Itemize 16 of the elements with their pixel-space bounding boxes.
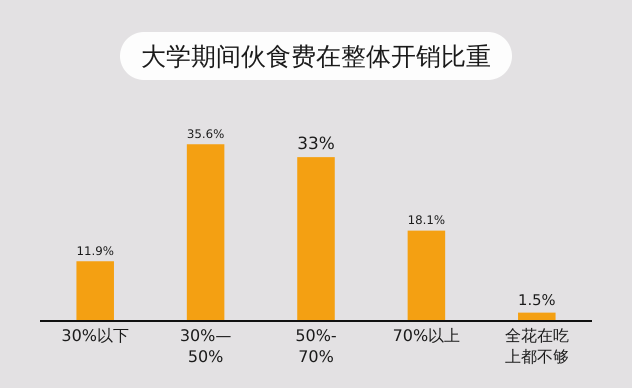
data-label: 11.9% bbox=[76, 244, 114, 258]
data-label: 33% bbox=[297, 133, 335, 154]
x-tick-label: 70%以上 bbox=[392, 326, 460, 346]
x-tick-label: 30%以下 bbox=[61, 326, 129, 346]
chart-title: 大学期间伙食费在整体开销比重 bbox=[120, 32, 512, 80]
bar bbox=[518, 312, 556, 320]
x-tick-label: 全花在吃上都不够 bbox=[504, 326, 569, 366]
bar bbox=[76, 261, 114, 320]
data-label: 1.5% bbox=[518, 292, 556, 310]
x-tick-label: 50%-70% bbox=[295, 326, 337, 366]
data-label: 18.1% bbox=[408, 213, 446, 228]
bar bbox=[297, 157, 335, 320]
bar bbox=[186, 144, 224, 320]
data-label: 35.6% bbox=[186, 126, 224, 141]
x-tick-label: 30%—50% bbox=[180, 326, 232, 366]
bar bbox=[408, 230, 446, 320]
